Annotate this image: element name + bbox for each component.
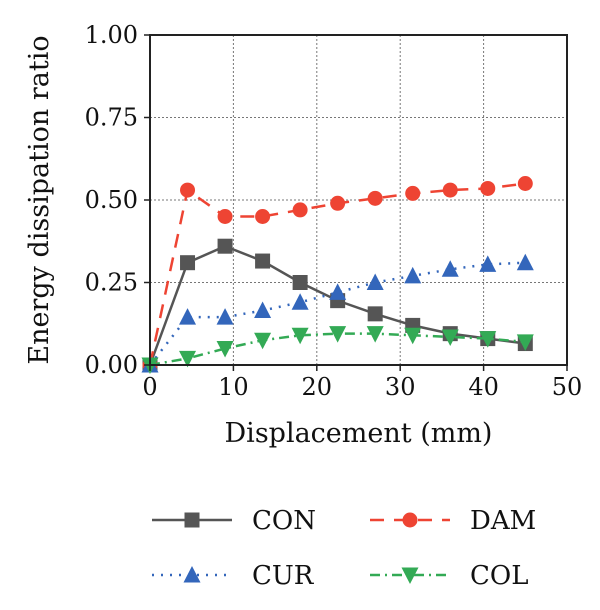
legend-label-dam: DAM — [470, 506, 536, 536]
y-tick-label: 0.50 — [85, 186, 138, 214]
series-line-cur — [149, 261, 526, 366]
data-point-cur — [254, 301, 272, 319]
data-point-cur — [179, 308, 197, 325]
data-point-col — [254, 332, 272, 350]
x-tick-label: 0 — [142, 373, 157, 401]
data-point-dam — [517, 176, 533, 191]
data-point-dam — [292, 202, 308, 218]
data-point-dam — [405, 185, 421, 201]
y-axis-label: Energy dissipation ratio — [24, 35, 55, 364]
y-tick-label: 0.25 — [85, 269, 138, 297]
data-point-cur — [291, 293, 309, 310]
legend-marker-con — [184, 512, 200, 528]
x-tick-label: 40 — [468, 373, 499, 401]
series-con — [142, 238, 533, 373]
legend-marker-col — [401, 567, 419, 584]
legend-item-cur: CUR — [152, 561, 315, 591]
x-tick-label: 30 — [385, 373, 416, 401]
y-tick-label: 1.00 — [85, 21, 138, 49]
series-layer — [141, 176, 534, 374]
legend-marker-dam — [402, 512, 418, 528]
data-point-cur — [479, 255, 497, 272]
legend-label-con: CON — [252, 506, 316, 536]
legend-label-cur: CUR — [252, 561, 315, 591]
legend-item-col: COL — [370, 561, 528, 591]
legend-item-con: CON — [152, 506, 316, 536]
legend-item-dam: DAM — [370, 506, 536, 536]
data-point-con — [217, 238, 233, 254]
x-tick-label: 20 — [302, 373, 333, 401]
data-point-dam — [330, 195, 346, 211]
data-point-cur — [329, 283, 347, 300]
x-tick-label: 50 — [552, 373, 583, 401]
series-line-col — [149, 332, 526, 367]
data-point-dam — [217, 209, 233, 224]
data-point-dam — [180, 182, 196, 198]
data-point-dam — [367, 190, 383, 206]
y-tick-label: 0.00 — [85, 351, 138, 379]
data-point-col — [479, 331, 497, 348]
legend-marker-cur — [183, 566, 201, 583]
data-point-col — [516, 334, 534, 351]
data-point-col — [216, 341, 234, 358]
legend-label-col: COL — [470, 561, 528, 591]
data-point-cur — [516, 253, 534, 271]
ticks: 0 10 20 30 40 50 0.00 0.25 0.50 0.75 1.00 — [85, 21, 583, 401]
data-point-cur — [216, 308, 234, 325]
y-tick-label: 0.75 — [85, 104, 138, 132]
data-point-con — [367, 306, 383, 322]
data-point-col — [329, 326, 347, 343]
data-point-col — [441, 329, 459, 346]
data-point-con — [292, 275, 308, 290]
data-point-con — [255, 253, 271, 269]
data-point-con — [180, 255, 196, 271]
x-tick-label: 10 — [218, 373, 249, 401]
data-point-col — [179, 350, 197, 368]
data-point-cur — [441, 260, 459, 277]
data-point-dam — [480, 180, 496, 196]
data-point-cur — [404, 266, 422, 284]
series-col — [141, 326, 534, 374]
series-dam — [142, 176, 533, 373]
data-point-col — [366, 326, 384, 343]
data-point-dam — [442, 182, 458, 198]
data-point-dam — [255, 209, 271, 224]
data-point-col — [291, 327, 309, 345]
data-point-col — [404, 327, 422, 345]
data-point-cur — [366, 273, 384, 290]
series-cur — [141, 253, 534, 373]
x-axis-label: Displacement (mm) — [225, 418, 493, 449]
grid — [150, 35, 567, 365]
legend: CON DAM CUR COL — [152, 506, 536, 591]
